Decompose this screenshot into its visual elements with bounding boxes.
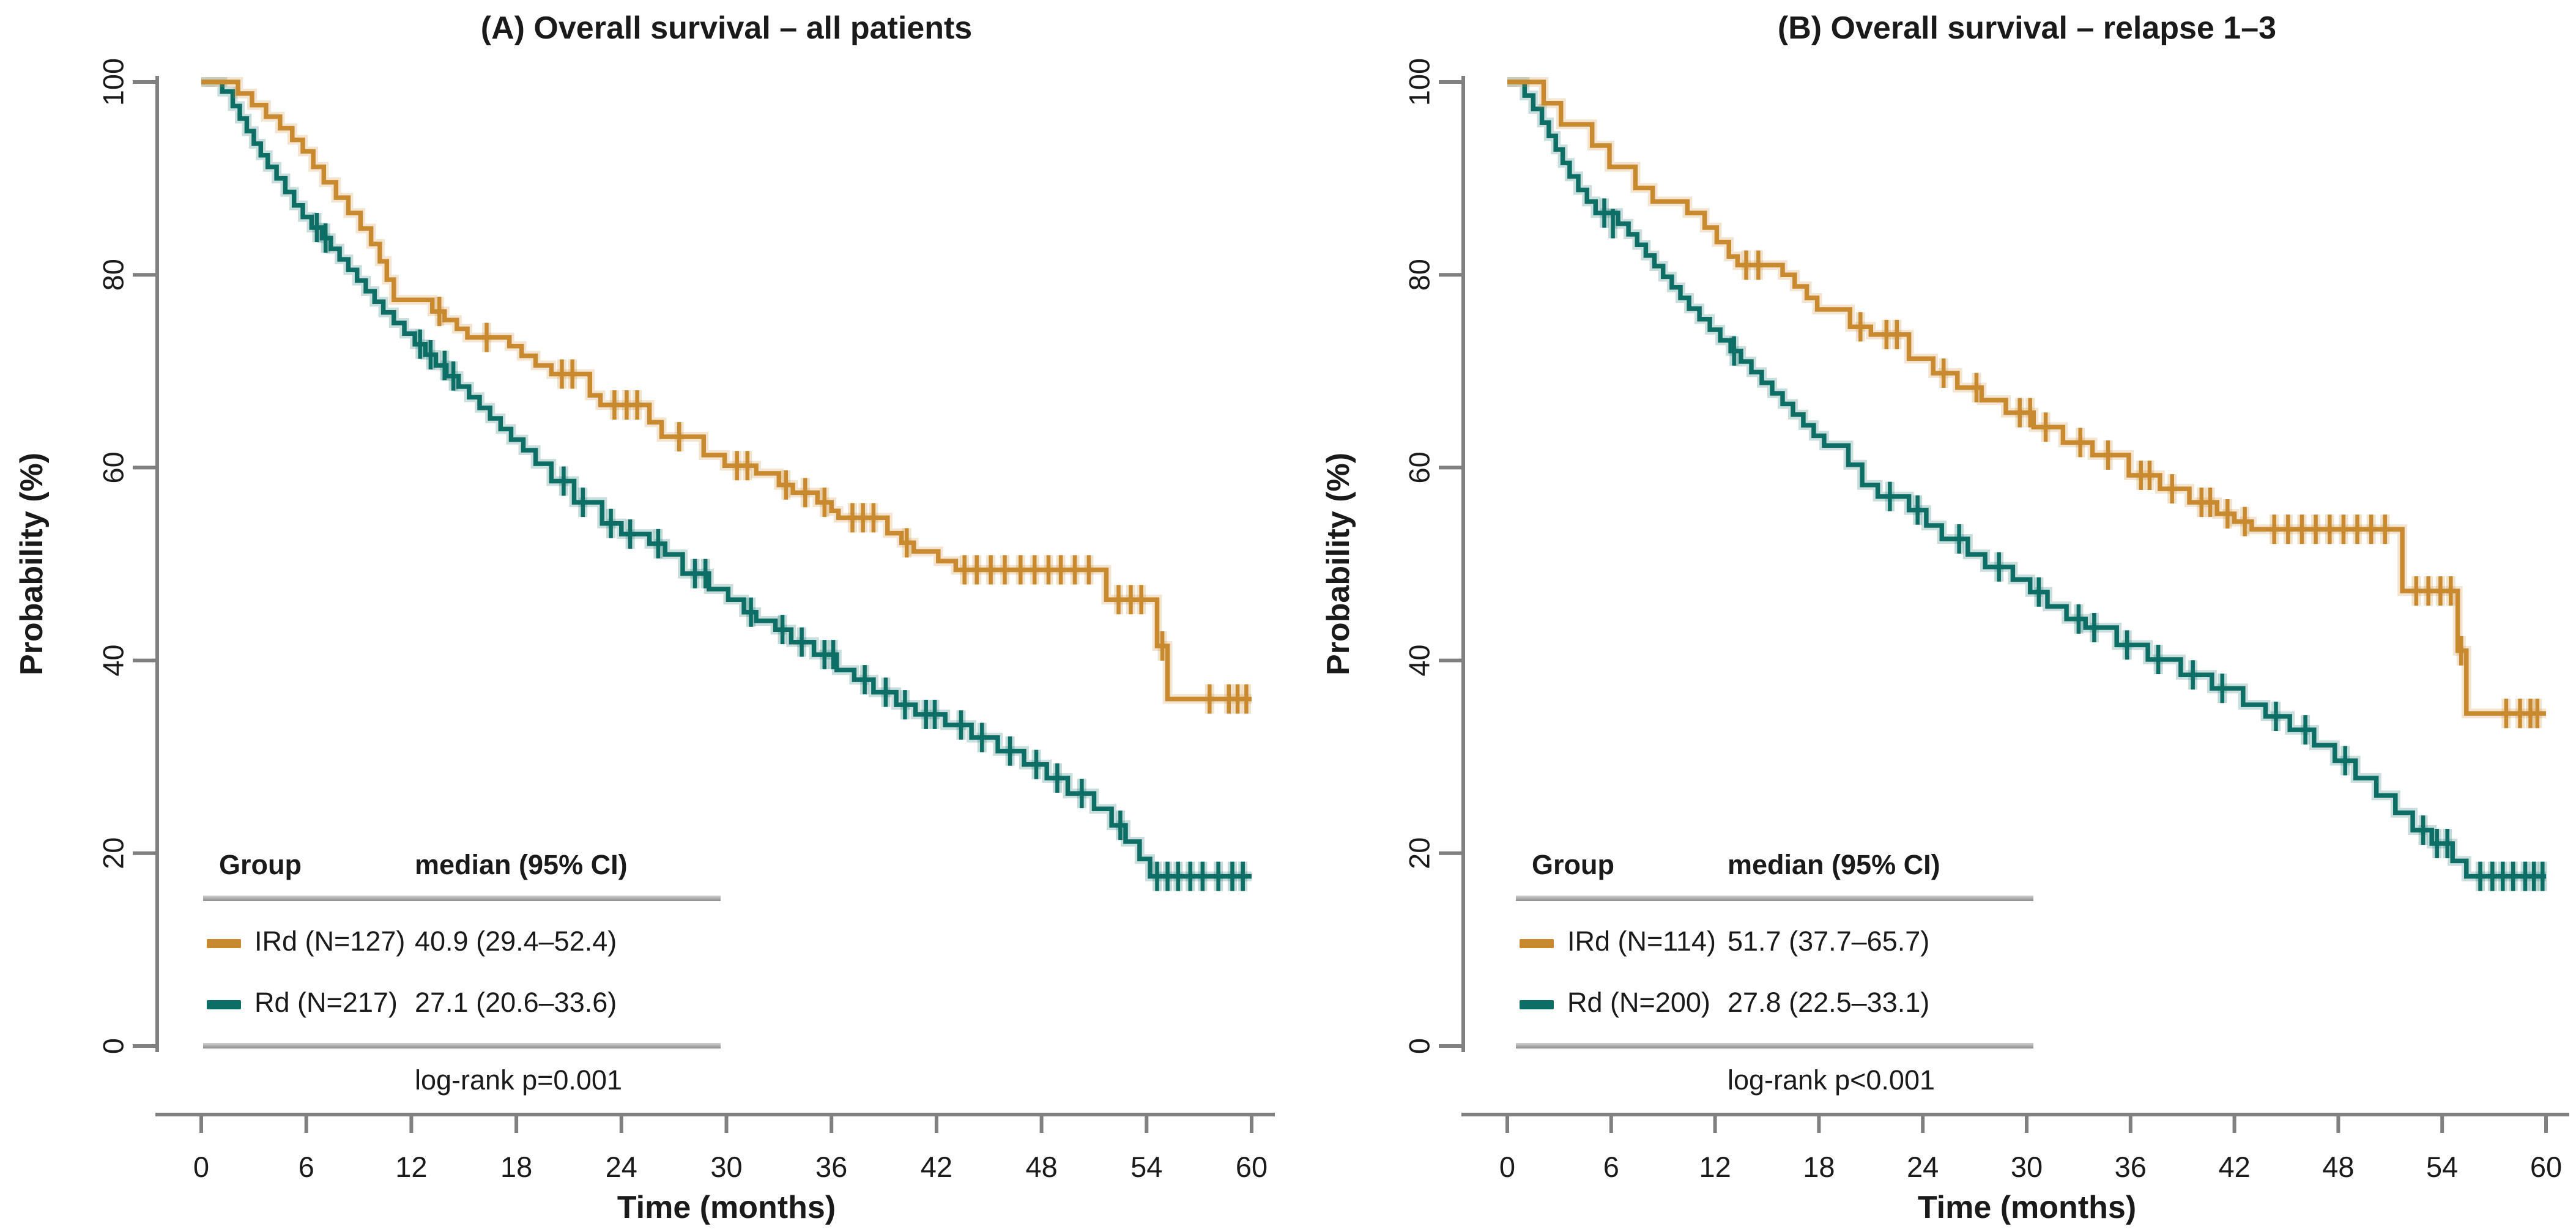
panel-b-title: (B) Overall survival – relapse 1–3: [1777, 10, 2277, 46]
legend-b-swatch-ird: [1520, 938, 1554, 948]
svg-text:0: 0: [193, 1151, 209, 1183]
svg-text:42: 42: [921, 1151, 952, 1183]
svg-text:80: 80: [1403, 259, 1436, 291]
km-curve-ird: [201, 77, 1252, 714]
legend-b-header-median: median (95% CI): [1728, 849, 1940, 880]
censor-marks-ird: [1742, 250, 2542, 729]
svg-text:24: 24: [606, 1151, 637, 1183]
legend-a: Group median (95% CI) IRd (N=127) 40.9 (…: [203, 849, 721, 1096]
svg-text:40: 40: [1403, 644, 1436, 676]
legend-a-logrank: log-rank p=0.001: [415, 1064, 622, 1096]
legend-a-value-rd: 27.1 (20.6–33.6): [415, 987, 617, 1018]
legend-a-rule-top: [203, 896, 721, 901]
svg-text:54: 54: [2426, 1151, 2458, 1183]
legend-b-label-rd: Rd (N=200): [1567, 987, 1710, 1018]
svg-text:12: 12: [1699, 1151, 1731, 1183]
svg-text:36: 36: [815, 1151, 847, 1183]
axes: [133, 76, 1275, 1133]
legend-b-label-ird: IRd (N=114): [1567, 926, 1717, 957]
censor-marks-rd: [312, 212, 1248, 891]
legend-b-header-group: Group: [1532, 849, 1614, 880]
svg-text:0: 0: [1403, 1038, 1436, 1054]
legend-b-rule-bottom: [1516, 1043, 2033, 1048]
panel-a: 0 20 40 60 80 100 0 6 12 18 24 30 36 42 48 54 60 (A) Ove…: [14, 10, 1275, 1225]
legend-b-swatch-rd: [1520, 1000, 1554, 1009]
km-plot-b: 0 20 40 60 80 100 0 6 12 18 24 30 36 42 48 54 60: [1403, 58, 2569, 1183]
svg-text:48: 48: [1025, 1151, 1057, 1183]
svg-text:60: 60: [97, 451, 130, 483]
svg-text:54: 54: [1130, 1151, 1162, 1183]
legend-b-logrank: log-rank p<0.001: [1728, 1064, 1935, 1096]
x-axis-label-a: Time (months): [617, 1190, 836, 1225]
km-plot-a: 0 20 40 60 80 100 0 6 12 18 24 30 36 42 48 54 60: [97, 58, 1275, 1183]
svg-text:20: 20: [97, 837, 130, 869]
svg-text:6: 6: [1603, 1151, 1619, 1183]
legend-b-value-ird: 51.7 (37.7–65.7): [1728, 926, 1930, 957]
km-curve-ird: [1507, 77, 2546, 729]
legend-a-swatch-ird: [207, 938, 241, 948]
axes: [1439, 76, 2569, 1133]
legend-a-swatch-rd: [207, 1000, 241, 1009]
svg-text:6: 6: [299, 1151, 314, 1183]
legend-a-header-median: median (95% CI): [415, 849, 628, 880]
svg-text:18: 18: [500, 1151, 532, 1183]
legend-a-header-group: Group: [219, 849, 302, 880]
legend-b-rule-top: [1516, 896, 2033, 901]
svg-text:60: 60: [2530, 1151, 2562, 1183]
svg-text:100: 100: [1403, 58, 1436, 106]
legend-a-value-ird: 40.9 (29.4–52.4): [415, 926, 617, 957]
svg-text:12: 12: [395, 1151, 427, 1183]
x-axis-label-b: Time (months): [1917, 1190, 2137, 1225]
svg-text:60: 60: [1403, 451, 1436, 483]
km-curve-rd: [1507, 77, 2547, 891]
svg-text:42: 42: [2218, 1151, 2250, 1183]
legend-a-rule-bottom: [203, 1043, 721, 1048]
svg-text:40: 40: [97, 644, 130, 676]
svg-text:80: 80: [97, 259, 130, 291]
svg-text:36: 36: [2115, 1151, 2147, 1183]
svg-text:30: 30: [2011, 1151, 2043, 1183]
y-axis-label-a: Probability (%): [14, 452, 50, 676]
tick-labels: 0 20 40 60 80 100 0 6 12 18 24 30 36 42 48 54 60: [97, 58, 1268, 1183]
y-axis-label-b: Probability (%): [1321, 452, 1356, 676]
censor-marks-ird: [434, 297, 1251, 714]
svg-text:48: 48: [2322, 1151, 2354, 1183]
legend-b-value-rd: 27.8 (22.5–33.1): [1728, 987, 1930, 1018]
censor-marks-rd: [1600, 198, 2547, 891]
legend-a-label-ird: IRd (N=127): [254, 926, 406, 957]
panel-b: 0 20 40 60 80 100 0 6 12 18 24 30 36 42 48 54 60 (B) Ove…: [1288, 0, 2576, 1232]
legend-a-label-rd: Rd (N=217): [254, 987, 398, 1018]
svg-text:0: 0: [97, 1038, 130, 1054]
svg-text:0: 0: [1499, 1151, 1515, 1183]
svg-text:24: 24: [1907, 1151, 1939, 1183]
legend-b: Group median (95% CI) IRd (N=114) 51.7 (…: [1516, 849, 2033, 1096]
svg-text:18: 18: [1803, 1151, 1835, 1183]
km-curve-rd: [201, 77, 1252, 891]
svg-text:100: 100: [97, 58, 130, 106]
tick-labels: 0 20 40 60 80 100 0 6 12 18 24 30 36 42 48 54 60: [1403, 58, 2563, 1183]
svg-text:60: 60: [1236, 1151, 1268, 1183]
svg-text:30: 30: [710, 1151, 742, 1183]
svg-text:20: 20: [1403, 837, 1436, 869]
panel-a-title: (A) Overall survival – all patients: [480, 10, 973, 46]
